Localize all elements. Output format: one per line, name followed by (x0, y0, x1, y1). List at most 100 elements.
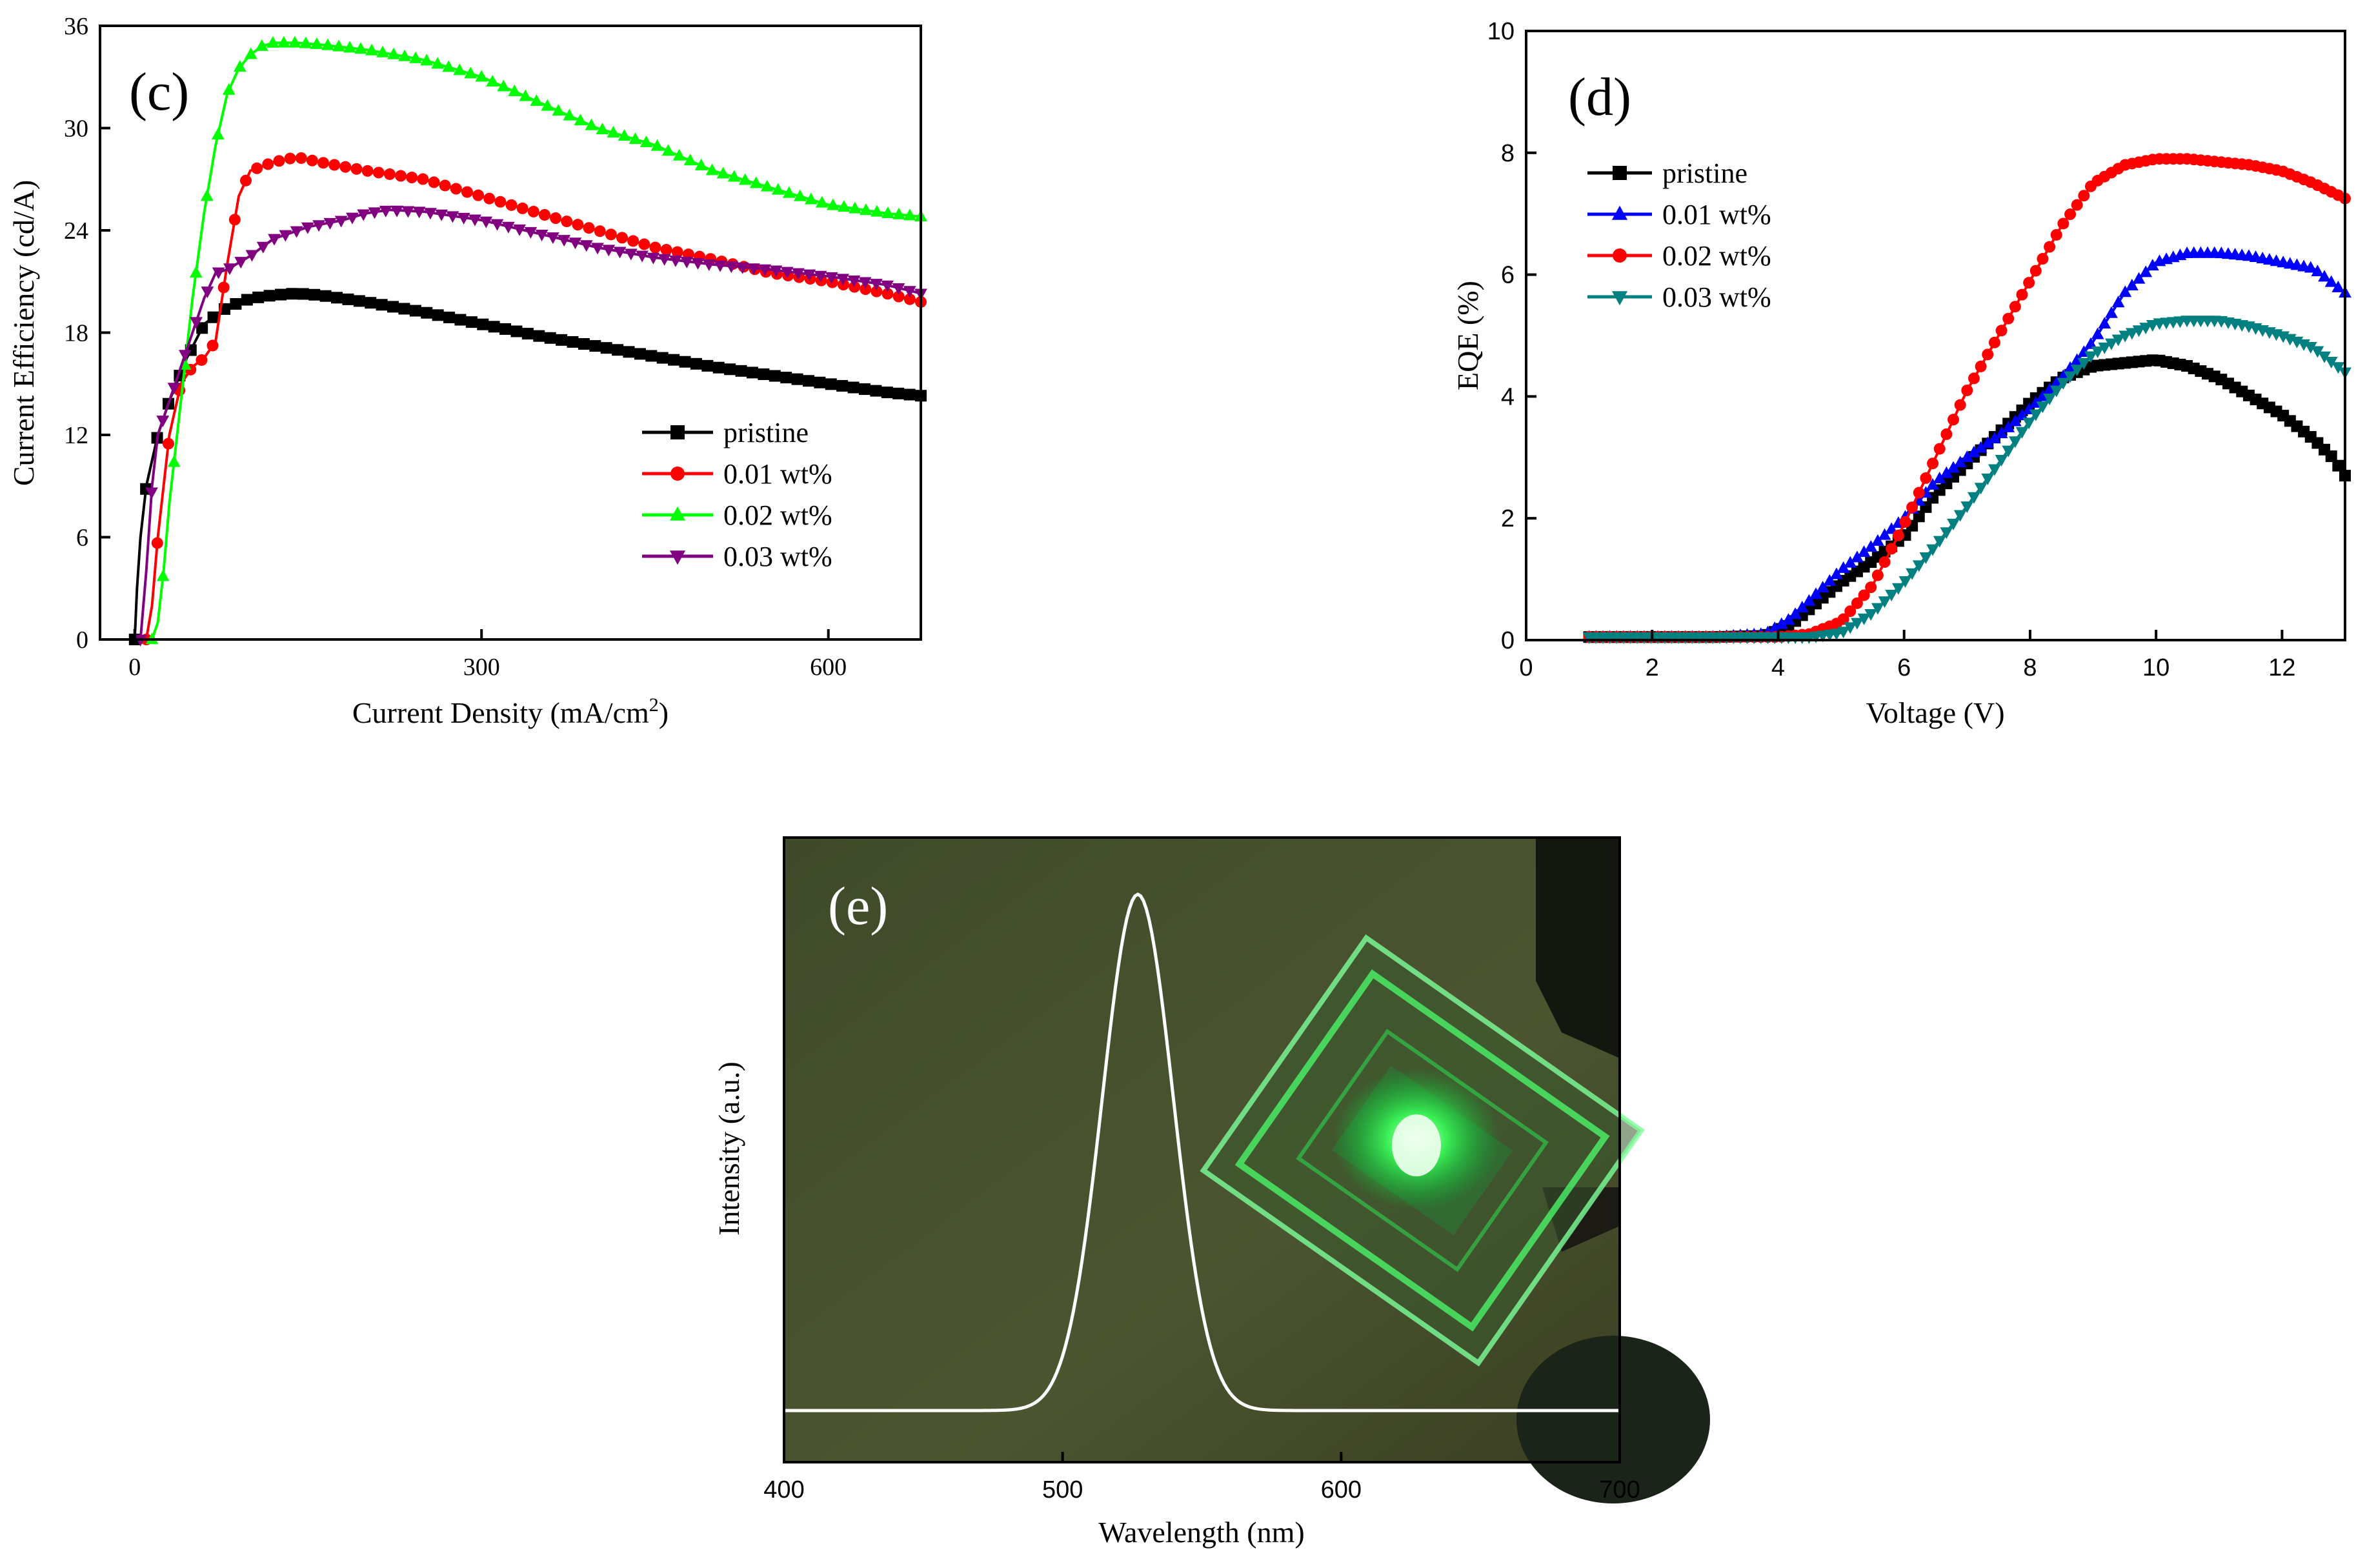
data-point (2037, 253, 2049, 265)
data-point (1823, 574, 1837, 586)
data-point (501, 221, 515, 234)
y-tick-label: 18 (64, 320, 88, 347)
data-point (574, 114, 587, 126)
data-point (299, 36, 312, 48)
data-point (1795, 600, 1809, 612)
data-point (530, 94, 543, 106)
x-tick-label: 4 (1771, 654, 1785, 681)
y-tick-label: 2 (1501, 505, 1515, 532)
data-point (903, 208, 916, 221)
data-point (420, 54, 434, 66)
legend-label: pristine (723, 417, 809, 448)
data-point (328, 159, 341, 171)
data-point (2318, 351, 2331, 363)
data-point (1960, 450, 1974, 462)
x-tick-label: 8 (2023, 654, 2037, 681)
legend-label: 0.02 wt% (1662, 240, 1771, 272)
series-line-pristine (1589, 358, 2346, 639)
data-point (848, 201, 861, 214)
data-point (712, 361, 725, 374)
data-point (669, 255, 682, 267)
data-point (769, 370, 781, 382)
chart-e-y-axis-label: Intensity (a.u.) (712, 1061, 745, 1236)
legend-marker (1611, 205, 1628, 220)
data-point (398, 303, 410, 315)
data-point (837, 279, 849, 291)
data-point (780, 372, 792, 384)
data-point (339, 161, 352, 173)
data-point (2043, 393, 2056, 405)
data-point (870, 385, 882, 397)
data-point (636, 250, 649, 263)
data-point (747, 263, 760, 276)
data-point (612, 344, 624, 356)
data-point (334, 216, 348, 228)
data-point (1940, 466, 1953, 478)
data-point (649, 241, 661, 254)
data-point (1857, 545, 1871, 558)
data-point (623, 346, 635, 358)
data-point (354, 42, 367, 54)
data-point (390, 205, 403, 217)
data-point (331, 292, 343, 304)
data-point (2332, 459, 2344, 472)
data-point (1975, 360, 1987, 372)
data-point (244, 47, 257, 59)
data-point (1886, 543, 1898, 555)
legend-marker (670, 425, 685, 439)
data-point (672, 148, 686, 161)
data-point (849, 281, 861, 293)
data-point (167, 455, 181, 467)
y-tick-label: 12 (64, 422, 88, 449)
data-point (256, 241, 270, 254)
data-point (1913, 487, 1925, 499)
data-point (1982, 348, 1994, 361)
chart-d-plot-frame (1525, 30, 2346, 641)
data-point (2043, 383, 2056, 395)
data-point (634, 348, 646, 360)
data-point (2324, 275, 2338, 287)
data-point (1933, 536, 1946, 548)
data-point (547, 232, 559, 245)
y-tick-label: 10 (1487, 18, 1515, 45)
data-point (647, 252, 660, 265)
data-point (468, 214, 481, 226)
data-point (376, 299, 388, 311)
data-point (350, 163, 363, 175)
x-tick-label: 0 (1519, 654, 1533, 681)
data-point (297, 288, 309, 300)
data-point (1988, 336, 2000, 348)
data-point (2002, 312, 2015, 325)
data-point (881, 206, 894, 219)
data-point (629, 132, 642, 145)
data-point (266, 35, 279, 48)
data-point (2023, 277, 2035, 289)
chart-c: 0 300 600 0 6 12 18 24 30 36 (c) Current Efficien… (7, 13, 927, 729)
data-point (1974, 441, 1988, 453)
data-point (2318, 270, 2331, 282)
data-point (1851, 550, 1864, 563)
data-point (277, 35, 290, 48)
data-point (2139, 323, 2153, 335)
series-line-0-02-wt- (1589, 157, 2346, 639)
x-tick-label: 6 (1897, 654, 1911, 681)
data-point (591, 243, 604, 255)
data-point (527, 205, 539, 217)
data-point (513, 224, 526, 236)
data-point (409, 51, 422, 63)
data-point (2057, 377, 2070, 390)
data-point (1871, 603, 1884, 615)
data-point (190, 317, 203, 329)
data-point (661, 144, 675, 156)
data-point (1953, 510, 1967, 522)
data-point (624, 248, 638, 261)
data-point (486, 74, 499, 86)
data-point (2078, 190, 2090, 202)
data-point (2105, 306, 2118, 318)
data-point (2084, 351, 2097, 363)
data-point (2022, 417, 2036, 430)
data-point (1995, 427, 2008, 439)
data-point (490, 219, 504, 231)
data-point (694, 158, 708, 170)
data-point (600, 342, 612, 354)
